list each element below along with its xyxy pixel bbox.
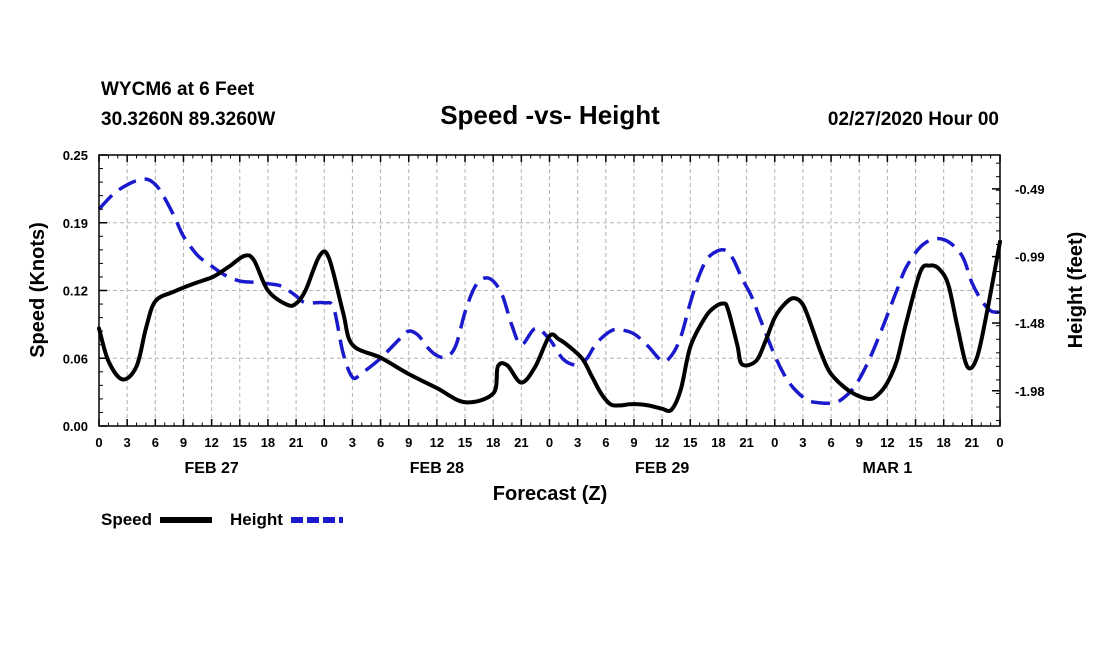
x-tick-label: 9 — [180, 435, 187, 450]
x-tick-label: 3 — [799, 435, 806, 450]
y-left-tick-label: 0.12 — [63, 284, 88, 299]
legend-speed-label: Speed — [101, 510, 152, 529]
x-tick-label: 12 — [880, 435, 894, 450]
x-tick-label: 6 — [377, 435, 384, 450]
station-label: WYCM6 at 6 Feet — [101, 79, 255, 100]
x-tick-label: 0 — [771, 435, 778, 450]
x-tick-label: 9 — [630, 435, 637, 450]
x-tick-label: 15 — [683, 435, 697, 450]
y-left-tick-label: 0.06 — [63, 351, 88, 366]
date-label: MAR 1 — [862, 460, 912, 477]
x-tick-label: 0 — [321, 435, 328, 450]
date-label: FEB 29 — [635, 460, 689, 477]
x-tick-label: 21 — [514, 435, 528, 450]
x-tick-label: 15 — [233, 435, 247, 450]
x-tick-label: 21 — [289, 435, 303, 450]
axes: 0 3 6 9 12 15 18 21 0 3 6 9 12 15 18 21 0 3 6 9 12 15 18 21 0 3 6 9… — [63, 148, 1045, 477]
y-right-tick-label: -1.98 — [1015, 384, 1045, 399]
x-tick-label: 18 — [936, 435, 950, 450]
x-tick-label: 15 — [458, 435, 472, 450]
y-axis-right-label: Height (feet) — [1065, 232, 1087, 349]
x-tick-label: 6 — [152, 435, 159, 450]
x-tick-label: 3 — [349, 435, 356, 450]
x-tick-label: 18 — [486, 435, 500, 450]
y-left-tick-label: 0.25 — [63, 148, 88, 163]
x-tick-label: 18 — [711, 435, 725, 450]
series-layer — [97, 177, 1002, 413]
x-tick-label: 21 — [965, 435, 979, 450]
x-tick-label: 12 — [204, 435, 218, 450]
date-label: FEB 27 — [185, 460, 239, 477]
x-tick-label: 3 — [124, 435, 131, 450]
x-tick-label: 3 — [574, 435, 581, 450]
x-tick-label: 9 — [856, 435, 863, 450]
x-tick-label: 9 — [405, 435, 412, 450]
x-tick-label: 6 — [602, 435, 609, 450]
legend: Speed Height — [101, 510, 343, 529]
y-right-tick-label: -0.99 — [1015, 250, 1045, 265]
x-tick-label: 0 — [95, 435, 102, 450]
y-left-tick-label: 0.19 — [63, 216, 88, 231]
height-series-line — [97, 177, 1001, 406]
x-tick-label: 15 — [908, 435, 922, 450]
x-axis-label: Forecast (Z) — [493, 483, 607, 505]
y-left-tick-label: 0.00 — [63, 419, 88, 434]
x-tick-label: 21 — [739, 435, 753, 450]
y-right-tick-label: -1.48 — [1015, 316, 1045, 331]
speed-series-line — [97, 239, 1002, 413]
x-tick-label: 18 — [261, 435, 275, 450]
y-axis-left-label: Speed (Knots) — [27, 222, 49, 358]
x-tick-label: 12 — [430, 435, 444, 450]
x-tick-label: 6 — [827, 435, 834, 450]
date-label: FEB 28 — [410, 460, 464, 477]
x-tick-label: 0 — [996, 435, 1003, 450]
coordinates-label: 30.3260N 89.3260W — [101, 109, 275, 130]
y-right-tick-label: -0.49 — [1015, 182, 1045, 197]
legend-height-label: Height — [230, 510, 283, 529]
x-tick-label: 12 — [655, 435, 669, 450]
x-tick-label: 0 — [546, 435, 553, 450]
timestamp-label: 02/27/2020 Hour 00 — [828, 109, 999, 130]
grid — [99, 155, 1000, 426]
chart-title: Speed -vs- Height — [440, 100, 660, 130]
